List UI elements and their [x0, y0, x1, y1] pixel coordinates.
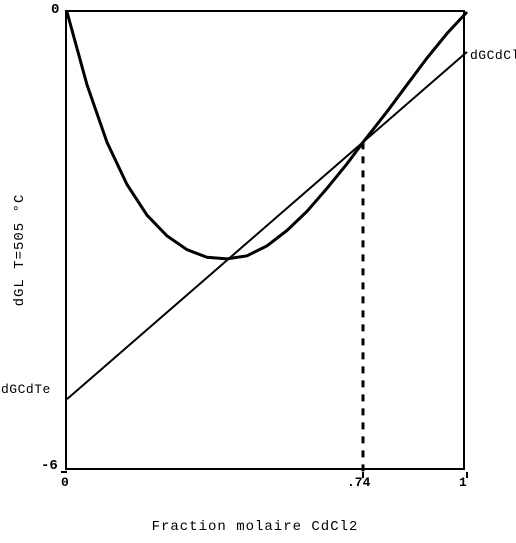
- chart-svg: [67, 12, 467, 472]
- x-tick-74: .74: [347, 475, 370, 490]
- y-axis-label: dGL T=505 °C: [12, 194, 28, 307]
- y-tick-top: 0: [51, 2, 59, 18]
- curve-line: [67, 12, 467, 259]
- tangent-line: [67, 52, 467, 399]
- x-tick-0: 0: [61, 475, 69, 490]
- chart-container: dGL T=505 °C 0 -6 0 .74 1 dGCdCl2 dGCdTe…: [45, 10, 465, 490]
- y-tick-bottom: -6: [41, 458, 58, 474]
- annotation-left: dGCdTe: [1, 382, 51, 397]
- x-tick-1: 1: [459, 475, 467, 490]
- annotation-right: dGCdCl2: [470, 48, 516, 63]
- plot-area: [65, 10, 465, 470]
- x-axis-label: Fraction molaire CdCl2: [152, 519, 359, 535]
